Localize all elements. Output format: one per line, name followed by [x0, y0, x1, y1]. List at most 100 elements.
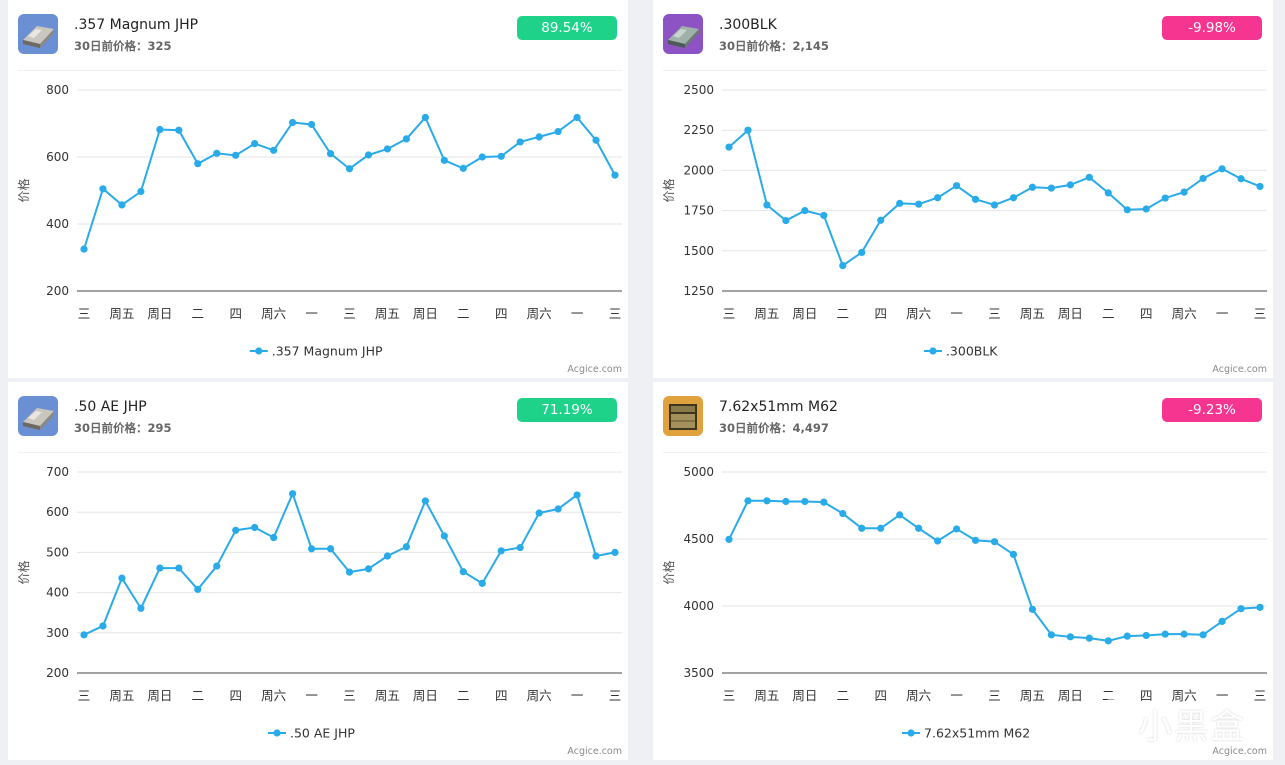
previous-price-label: 30日前价格：: [719, 421, 793, 435]
x-tick-label: 二: [837, 306, 850, 321]
x-tick-label: 四: [1140, 688, 1153, 703]
x-tick-label: 一: [305, 306, 318, 321]
x-tick-label: 三: [609, 306, 622, 321]
item-name: 7.62x51mm M62: [719, 399, 838, 415]
x-tick-label: 周五: [754, 688, 779, 703]
data-point: [99, 185, 107, 193]
x-tick-label: 一: [305, 688, 318, 703]
x-tick-label: 三: [988, 688, 1001, 703]
legend-marker: [929, 347, 937, 355]
x-tick-label: 周日: [413, 306, 438, 321]
data-point: [270, 146, 278, 154]
data-point: [326, 150, 335, 158]
data-point: [1142, 205, 1150, 213]
price-line-chart: 200400600800价格三 周五 周日二四周六一三周五 周日二四周六一三.357 …: [16, 83, 622, 359]
legend-marker: [273, 729, 281, 737]
data-point: [896, 511, 904, 519]
data-point: [820, 498, 828, 506]
ammo-box-icon: [18, 396, 58, 436]
x-tick-label: 二: [837, 688, 850, 703]
data-point: [478, 579, 486, 587]
header-divider: [663, 452, 1267, 453]
data-point: [763, 201, 771, 209]
data-point: [725, 535, 733, 544]
x-tick-label: 一: [571, 306, 584, 321]
data-point: [497, 547, 505, 555]
price-change-badge[interactable]: 89.54%: [517, 16, 617, 40]
data-point: [839, 509, 847, 518]
data-point: [971, 536, 980, 544]
price-change-badge[interactable]: 71.19%: [517, 398, 617, 422]
data-point: [573, 491, 581, 499]
data-point: [1123, 206, 1131, 214]
data-point: [535, 133, 543, 141]
previous-price: 30日前价格：295: [74, 420, 172, 436]
legend-marker: [255, 347, 263, 355]
data-point: [1256, 182, 1264, 191]
x-tick-label: 四: [874, 306, 887, 321]
data-point: [364, 565, 373, 573]
series-line: [728, 499, 1261, 642]
data-point: [990, 201, 999, 209]
x-tick-label: 三: [1254, 306, 1267, 321]
x-tick-label: 三: [343, 688, 356, 703]
x-tick-label: 周六: [1172, 688, 1197, 703]
data-point: [497, 152, 505, 160]
data-point: [459, 568, 467, 576]
header-divider: [18, 70, 622, 71]
data-point: [611, 548, 619, 556]
data-point: [251, 140, 259, 148]
x-tick-label: 周六: [527, 688, 552, 703]
data-point: [402, 543, 410, 551]
item-name: .357 Magnum JHP: [74, 17, 199, 33]
y-tick-label: 2500: [683, 83, 714, 97]
data-point: [896, 199, 904, 207]
data-point: [459, 164, 467, 172]
data-point: [156, 125, 164, 134]
data-point: [326, 545, 335, 553]
price-card: 7.62x51mm M62 30日前价格：4,497 -9.23% 3500 40…: [653, 382, 1273, 760]
previous-price-label: 30日前价格：: [74, 421, 148, 435]
legend: 7.62x51mm M62: [902, 726, 1030, 741]
header-divider: [18, 452, 622, 453]
x-tick-label: 周五: [375, 688, 400, 703]
data-point: [535, 509, 543, 517]
y-axis-title: 价格: [661, 178, 676, 202]
data-point: [213, 562, 221, 570]
legend-label: .50 AE JHP: [290, 726, 355, 741]
legend: .300BLK: [923, 344, 998, 359]
data-point: [1085, 634, 1093, 642]
data-point: [156, 564, 164, 572]
data-point: [1180, 630, 1188, 638]
data-point: [801, 207, 809, 215]
x-tick-label: 四: [874, 688, 887, 703]
price-change-badge[interactable]: -9.98%: [1162, 16, 1262, 40]
x-tick-label: 二: [1102, 688, 1115, 703]
x-tick-label: 三: [609, 688, 622, 703]
y-tick-label: 2250: [683, 123, 714, 137]
data-point: [440, 156, 448, 164]
data-point: [1256, 603, 1264, 611]
previous-price-value: 2,145: [792, 39, 829, 53]
data-point: [1047, 184, 1055, 192]
data-point: [137, 604, 145, 612]
data-point: [915, 524, 923, 532]
x-tick-label: 三: [343, 306, 356, 321]
data-point: [80, 245, 88, 253]
data-point: [270, 533, 278, 542]
data-point: [990, 538, 999, 546]
x-tick-label: 周五: [1020, 306, 1045, 321]
y-tick-label: 400: [46, 217, 69, 231]
x-tick-label: 周六: [1172, 306, 1197, 321]
y-tick-label: 300: [46, 626, 69, 640]
data-point: [175, 564, 183, 572]
ammo-box-icon: [663, 14, 703, 54]
x-tick-label: 一: [1216, 306, 1229, 321]
data-point: [307, 120, 316, 129]
y-tick-label: 4500: [683, 532, 714, 546]
x-tick-label: 四: [229, 688, 242, 703]
y-tick-label: 5000: [683, 465, 714, 479]
data-point: [592, 136, 600, 144]
watermark: Acgice.com: [1212, 364, 1267, 375]
price-change-badge[interactable]: -9.23%: [1162, 398, 1262, 422]
